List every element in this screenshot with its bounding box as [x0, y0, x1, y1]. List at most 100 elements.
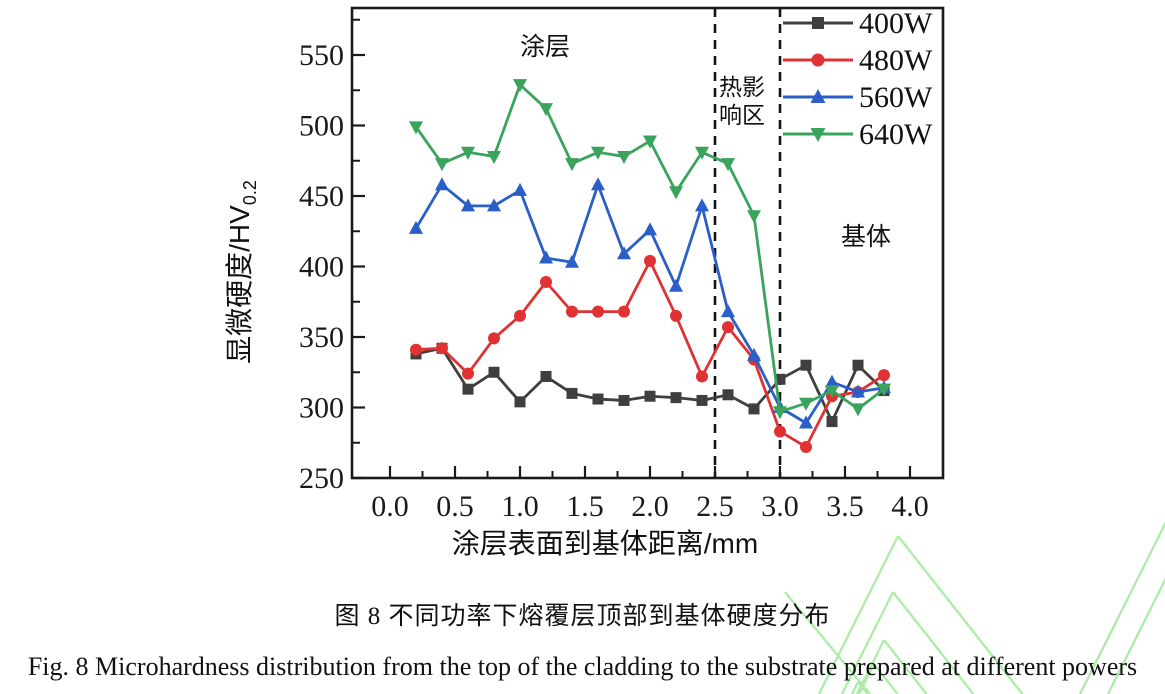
legend-entry-560W: 560W: [783, 81, 933, 114]
marker-circle: [800, 440, 812, 453]
marker-square: [812, 17, 824, 29]
marker-square: [592, 393, 604, 405]
marker-triangle-up: [487, 198, 501, 212]
marker-circle: [462, 367, 474, 380]
marker-square: [670, 392, 682, 404]
watermark-line: [840, 591, 895, 694]
series-560W: [409, 177, 891, 429]
marker-triangle-up: [617, 246, 631, 260]
marker-triangle-up: [435, 177, 449, 191]
watermark-line: [857, 663, 876, 694]
caption-chinese: 图 8 不同功率下熔覆层顶部到基体硬度分布: [334, 603, 831, 630]
marker-circle: [566, 305, 578, 318]
x-axis-title: 涂层表面到基体距离/mm: [452, 528, 758, 559]
marker-circle: [410, 343, 422, 356]
marker-triangle-down: [747, 210, 761, 224]
x-tick-label: 4.0: [891, 490, 929, 523]
y-tick-label: 500: [299, 110, 344, 143]
legend-entry-480W: 480W: [783, 44, 933, 77]
legend-entry-400W: 400W: [783, 7, 933, 40]
watermark-line: [817, 535, 900, 694]
marker-triangle-down: [799, 397, 813, 411]
marker-triangle-up: [565, 254, 579, 268]
marker-triangle-down: [825, 385, 839, 399]
marker-circle: [618, 305, 630, 318]
marker-triangle-up: [409, 220, 423, 234]
y-tick-label: 250: [299, 462, 344, 495]
watermark-line: [892, 591, 975, 694]
marker-circle: [774, 425, 786, 438]
marker-triangle-up: [810, 89, 826, 103]
marker-square: [852, 359, 864, 371]
watermark-line: [873, 663, 899, 694]
marker-triangle-down: [617, 151, 631, 165]
marker-triangle-up: [539, 250, 553, 264]
y-tick-label: 300: [299, 392, 344, 425]
marker-circle: [811, 53, 825, 67]
marker-triangle-up: [591, 177, 605, 191]
marker-circle: [644, 254, 656, 267]
watermark-line: [1078, 521, 1165, 694]
marker-triangle-up: [643, 222, 657, 236]
x-tick-label: 3.5: [826, 490, 864, 523]
marker-triangle-down: [877, 383, 891, 397]
marker-triangle-down: [669, 186, 683, 200]
marker-square: [540, 370, 552, 382]
watermark-line: [784, 591, 871, 694]
marker-square: [774, 373, 786, 385]
marker-triangle-down: [810, 128, 826, 142]
watermark-line: [883, 639, 928, 694]
marker-circle: [670, 309, 682, 322]
marker-triangle-down: [695, 146, 709, 160]
marker-square: [800, 359, 812, 371]
marker-circle: [540, 276, 552, 289]
marker-triangle-down: [721, 158, 735, 172]
marker-square: [748, 403, 760, 415]
x-tick-label: 2.5: [696, 490, 734, 523]
annotation-haz-text: 热影: [719, 75, 765, 100]
marker-triangle-up: [461, 198, 475, 212]
series-640W: [409, 79, 891, 420]
y-tick-label: 450: [299, 180, 344, 213]
marker-triangle-down: [773, 406, 787, 420]
legend-label-640W: 640W: [859, 118, 933, 151]
x-tick-label: 2.0: [631, 490, 669, 523]
marker-square: [514, 396, 526, 408]
marker-triangle-down: [513, 79, 527, 93]
marker-circle: [722, 321, 734, 334]
axis-ticks: [352, 18, 912, 480]
marker-square: [462, 383, 474, 395]
annotation-substrate-text: 基体: [841, 223, 891, 251]
marker-triangle-up: [721, 304, 735, 318]
marker-circle: [878, 369, 890, 382]
watermark-line: [897, 535, 1024, 694]
series-line-560W: [414, 183, 885, 425]
legend: 400W 480W 560W 640W: [783, 7, 933, 151]
marker-triangle-down: [539, 103, 553, 117]
marker-square: [722, 389, 734, 401]
y-tick-label: 550: [299, 39, 344, 72]
marker-circle: [514, 309, 526, 322]
x-tick-label: 3.0: [761, 490, 799, 523]
legend-label-400W: 400W: [859, 7, 933, 40]
marker-circle: [436, 342, 448, 355]
marker-triangle-down: [461, 146, 475, 160]
marker-triangle-down: [435, 158, 449, 172]
marker-triangle-up: [799, 415, 813, 429]
x-tick-label: 0.0: [371, 490, 409, 523]
marker-triangle-down: [851, 403, 865, 417]
series-480W: [410, 254, 890, 453]
marker-circle: [488, 332, 500, 345]
marker-triangle-down: [591, 146, 605, 160]
marker-square: [644, 390, 656, 402]
annotation-haz-text: 响区: [719, 103, 765, 128]
y-axis-title: 显微硬度/HV0.2: [224, 180, 260, 364]
marker-triangle-up: [695, 198, 709, 212]
marker-triangle-up: [669, 278, 683, 292]
marker-triangle-up: [747, 347, 761, 361]
marker-circle: [592, 305, 604, 318]
y-tick-label: 400: [299, 251, 344, 284]
marker-triangle-down: [409, 121, 423, 135]
marker-triangle-up: [513, 182, 527, 196]
